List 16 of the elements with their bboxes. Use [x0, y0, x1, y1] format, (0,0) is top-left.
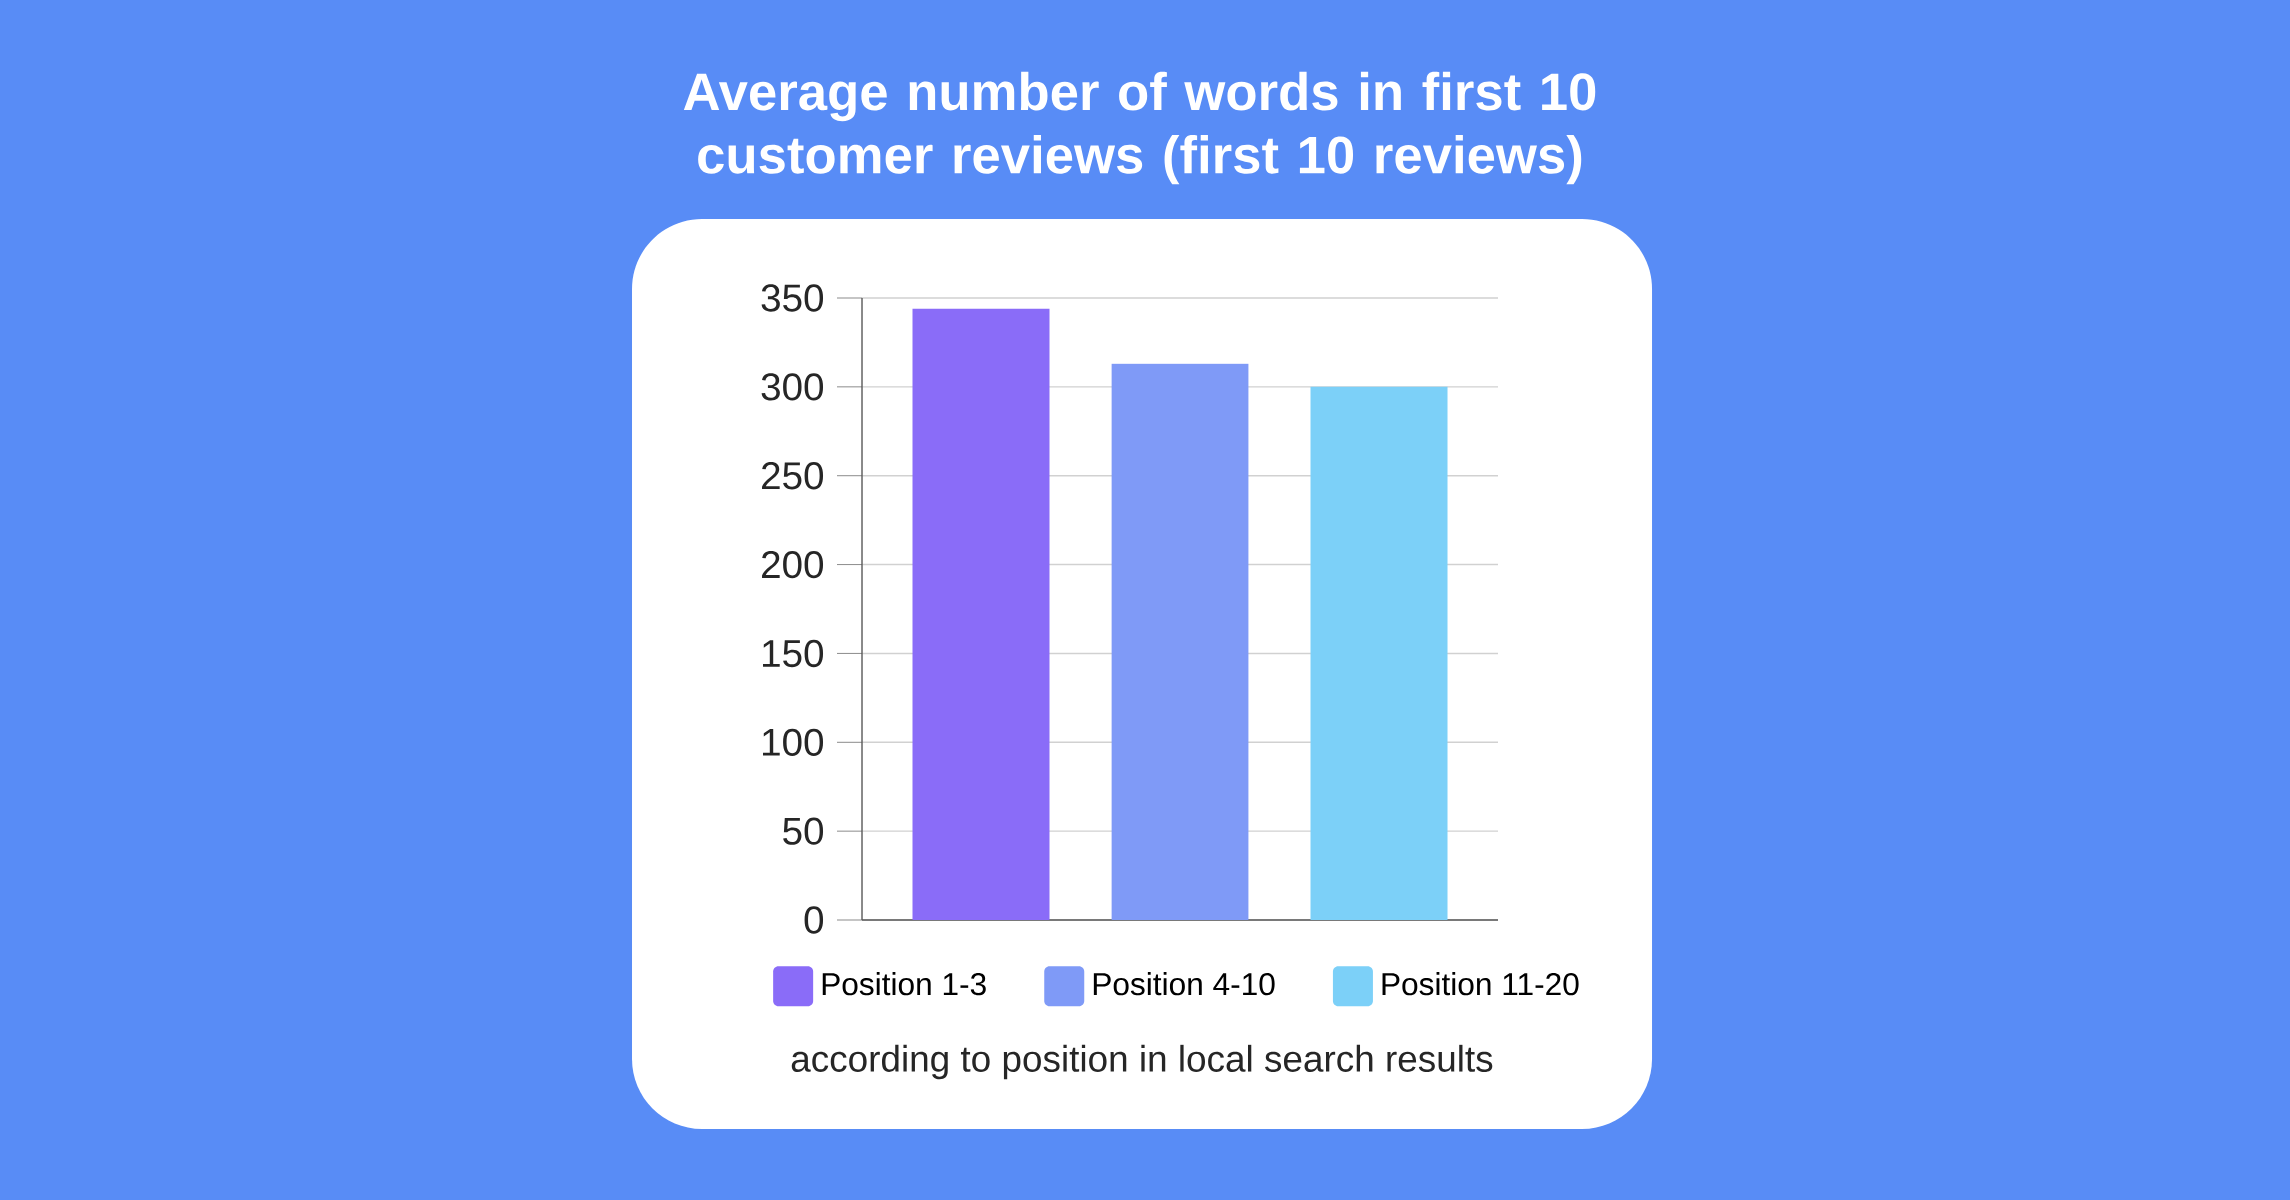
bar	[1310, 386, 1448, 921]
y-tick-label: 200	[762, 550, 824, 579]
legend-label: Position 11-20	[1382, 972, 1579, 996]
y-tick-label: 250	[762, 462, 824, 490]
y-tick-label: 350	[761, 284, 824, 312]
bar	[1111, 363, 1249, 921]
y-tick-label: 300	[761, 373, 824, 401]
legend-label: Position 1-3	[822, 972, 986, 996]
y-tick-label: 100	[763, 728, 824, 756]
text: according to position in local search results	[791, 1044, 1493, 1080]
legend-label: Position 4-10	[1093, 972, 1275, 996]
y-tick-label: 150	[763, 639, 824, 668]
bar	[912, 308, 1050, 921]
y-tick-label: 50	[783, 817, 824, 845]
chart-title: Average number of words in first 10 customer reviews (first 10 reviews)	[683, 71, 1596, 185]
y-tick-label: 0	[804, 906, 824, 934]
